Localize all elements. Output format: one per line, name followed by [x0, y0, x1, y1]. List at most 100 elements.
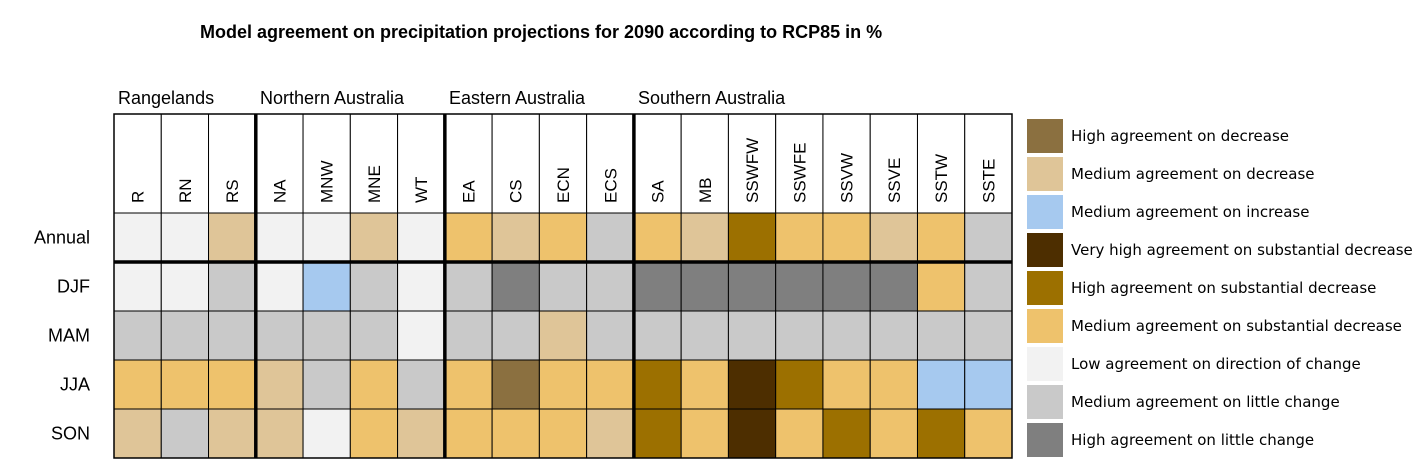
cell-mam-sste [964, 310, 1013, 361]
cell-jja-cs [491, 359, 540, 410]
cell-annual-sstw [916, 212, 966, 263]
cell-djf-sswfw [727, 261, 777, 312]
column-label-sa: SA [649, 180, 668, 203]
row-label-djf: DJF [57, 277, 90, 297]
legend-label: Medium agreement on little change [1071, 393, 1340, 411]
cell-annual-ecs [586, 212, 635, 263]
cell-djf-rn [160, 261, 210, 312]
header-cell-mnw [302, 113, 351, 214]
group-label-northern-australia: Northern Australia [260, 88, 405, 108]
cell-son-sstw [916, 408, 966, 459]
legend-swatch [1026, 308, 1064, 344]
cell-djf-mne [349, 261, 399, 312]
header-cell-r [113, 113, 162, 214]
cell-djf-r [113, 261, 162, 312]
column-label-rn: RN [176, 178, 195, 203]
cell-mam-mnw [302, 310, 351, 361]
cell-jja-mne [349, 359, 399, 410]
cell-djf-mnw [302, 261, 351, 312]
grid-border [113, 113, 1013, 459]
cell-son-ecs [586, 408, 635, 459]
group-label-rangelands: Rangelands [118, 88, 215, 108]
cell-annual-wt [397, 212, 446, 263]
cell-jja-sswfe [775, 359, 824, 410]
cell-jja-na [255, 359, 304, 410]
legend-label: Very high agreement on substantial decre… [1071, 241, 1412, 259]
cell-djf-wt [397, 261, 446, 312]
cell-jja-sste [964, 359, 1013, 410]
cell-mam-wt [397, 310, 446, 361]
cell-annual-rs [208, 212, 257, 263]
cell-annual-mne [349, 212, 399, 263]
cell-mam-rn [160, 310, 210, 361]
legend-swatch [1026, 270, 1064, 306]
legend-swatch [1026, 232, 1064, 268]
cell-annual-r [113, 212, 162, 263]
row-label-mam: MAM [48, 326, 90, 346]
group-label-southern-australia: Southern Australia [638, 88, 786, 108]
heatmap-grid: R RN RS NA MNW MNE WT EA CS ECN ECS SA MB SSWFW SSWFE S… [34, 113, 1013, 459]
cell-son-sswfw [727, 408, 777, 459]
cell-mam-sswfw [727, 310, 777, 361]
header-cell-rs [208, 113, 257, 214]
cell-son-ea [444, 408, 493, 459]
cell-annual-rn [160, 212, 210, 263]
cell-annual-mb [680, 212, 729, 263]
column-label-sswfe: SSWFE [790, 143, 809, 203]
cell-mam-mne [349, 310, 399, 361]
legend-swatch [1026, 194, 1064, 230]
cell-annual-mnw [302, 212, 351, 263]
cell-son-ssve [869, 408, 918, 459]
cell-djf-ecs [586, 261, 635, 312]
column-label-mb: MB [696, 178, 715, 204]
cell-annual-sa [633, 212, 682, 263]
cell-jja-mb [680, 359, 729, 410]
cell-son-ecn [538, 408, 588, 459]
legend-swatch [1026, 346, 1064, 382]
cell-jja-sstw [916, 359, 966, 410]
column-label-na: NA [270, 179, 289, 203]
cell-jja-sa [633, 359, 682, 410]
cell-djf-ecn [538, 261, 588, 312]
cell-son-na [255, 408, 304, 459]
cell-djf-sa [633, 261, 682, 312]
column-label-ea: EA [459, 180, 478, 203]
cell-annual-ecn [538, 212, 588, 263]
legend-label: High agreement on decrease [1071, 127, 1289, 145]
cell-son-mne [349, 408, 399, 459]
legend-label: Medium agreement on decrease [1071, 165, 1315, 183]
column-label-ssvw: SSVW [838, 153, 857, 203]
cell-mam-cs [491, 310, 540, 361]
column-label-r: R [129, 191, 148, 203]
cell-mam-na [255, 310, 304, 361]
cell-son-mb [680, 408, 729, 459]
cell-djf-ssvw [822, 261, 871, 312]
chart-title: Model agreement on precipitation project… [200, 22, 883, 42]
cell-annual-sswfe [775, 212, 824, 263]
header-cell-rn [160, 113, 210, 214]
cell-annual-ssve [869, 212, 918, 263]
cell-mam-ea [444, 310, 493, 361]
cell-annual-ssvw [822, 212, 871, 263]
column-label-sstw: SSTW [932, 154, 951, 203]
column-label-cs: CS [507, 179, 526, 203]
cell-djf-sste [964, 261, 1013, 312]
header-cell-ssve [869, 113, 918, 214]
column-label-ssve: SSVE [885, 158, 904, 203]
cell-son-r [113, 408, 162, 459]
column-label-sswfw: SSWFW [743, 138, 762, 203]
cell-jja-sswfw [727, 359, 777, 410]
cell-mam-mb [680, 310, 729, 361]
cell-mam-sa [633, 310, 682, 361]
cell-jja-ssvw [822, 359, 871, 410]
header-cell-sstw [916, 113, 966, 214]
cell-jja-ea [444, 359, 493, 410]
legend-label: Medium agreement on increase [1071, 203, 1310, 221]
cell-djf-sswfe [775, 261, 824, 312]
header-cell-ea [444, 113, 493, 214]
cell-djf-mb [680, 261, 729, 312]
cell-djf-ea [444, 261, 493, 312]
cell-son-ssvw [822, 408, 871, 459]
column-label-ecn: ECN [554, 167, 573, 203]
cell-jja-ecn [538, 359, 588, 410]
